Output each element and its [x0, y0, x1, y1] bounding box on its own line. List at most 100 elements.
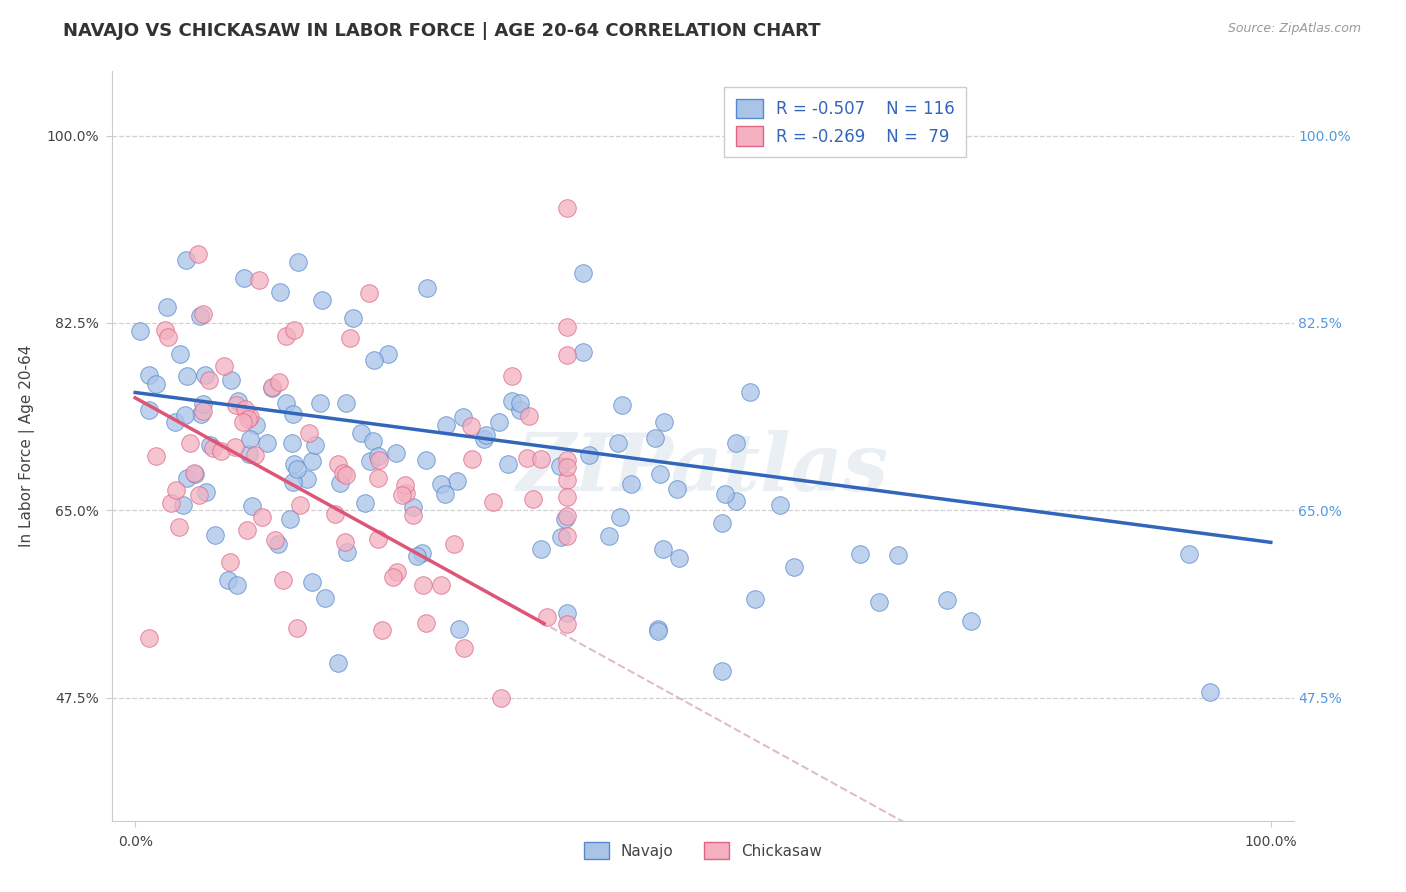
Point [370, 623, 392, 637]
Point [868, 595, 890, 609]
Point [245, 417, 267, 432]
Point [276, 328, 298, 343]
Point [172, 498, 194, 512]
Point [217, 573, 239, 587]
Point [276, 396, 298, 410]
Point [482, 495, 505, 509]
Point [198, 373, 221, 387]
Point [501, 393, 523, 408]
Point [304, 438, 326, 452]
Point [232, 415, 254, 429]
Point [267, 376, 290, 390]
Point [290, 499, 312, 513]
Point [412, 578, 434, 592]
Point [214, 359, 236, 373]
Point [402, 500, 425, 514]
Point [153, 323, 176, 337]
Point [314, 591, 336, 605]
Point [578, 448, 600, 462]
Point [260, 380, 283, 394]
Point [367, 533, 389, 547]
Point [461, 452, 484, 467]
Point [394, 477, 416, 491]
Point [138, 402, 160, 417]
Point [194, 368, 217, 382]
Point [377, 347, 399, 361]
Point [710, 516, 733, 531]
Point [329, 476, 352, 491]
Point [472, 432, 495, 446]
Point [536, 610, 558, 624]
Point [652, 541, 675, 556]
Point [333, 535, 356, 549]
Point [416, 281, 439, 295]
Point [555, 529, 578, 543]
Point [287, 254, 309, 268]
Point [429, 577, 451, 591]
Text: Source: ZipAtlas.com: Source: ZipAtlas.com [1227, 22, 1361, 36]
Point [167, 519, 190, 533]
Point [555, 459, 578, 474]
Point [219, 373, 242, 387]
Point [451, 409, 474, 424]
Point [654, 415, 676, 429]
Point [169, 347, 191, 361]
Point [610, 398, 633, 412]
Point [555, 453, 578, 467]
Point [368, 453, 391, 467]
Point [285, 621, 308, 635]
Y-axis label: In Labor Force | Age 20-64: In Labor Force | Age 20-64 [18, 345, 35, 547]
Point [225, 398, 247, 412]
Point [415, 615, 437, 630]
Point [554, 512, 576, 526]
Point [226, 577, 249, 591]
Point [724, 493, 747, 508]
Point [297, 425, 319, 440]
Text: NAVAJO VS CHICKASAW IN LABOR FORCE | AGE 20-64 CORRELATION CHART: NAVAJO VS CHICKASAW IN LABOR FORCE | AGE… [63, 22, 821, 40]
Point [238, 447, 260, 461]
Point [453, 641, 475, 656]
Point [367, 471, 389, 485]
Point [644, 431, 666, 445]
Point [350, 425, 373, 440]
Point [738, 384, 761, 399]
Point [250, 510, 273, 524]
Point [204, 528, 226, 542]
Point [200, 438, 222, 452]
Point [666, 482, 689, 496]
Point [363, 352, 385, 367]
Point [301, 574, 323, 589]
Point [391, 488, 413, 502]
Point [219, 555, 242, 569]
Point [138, 368, 160, 383]
Point [209, 444, 232, 458]
Point [381, 570, 404, 584]
Point [647, 623, 669, 637]
Point [280, 436, 302, 450]
Point [243, 448, 266, 462]
Point [436, 417, 458, 432]
Point [226, 393, 249, 408]
Point [446, 474, 468, 488]
Point [367, 450, 389, 464]
Point [336, 544, 359, 558]
Point [269, 285, 291, 299]
Point [429, 476, 451, 491]
Point [530, 451, 553, 466]
Point [555, 319, 578, 334]
Point [572, 344, 595, 359]
Point [297, 472, 319, 486]
Point [191, 307, 214, 321]
Point [326, 457, 349, 471]
Point [236, 412, 259, 426]
Point [572, 266, 595, 280]
Point [516, 450, 538, 465]
Point [145, 449, 167, 463]
Point [648, 467, 671, 482]
Point [555, 616, 578, 631]
Point [240, 500, 263, 514]
Point [359, 454, 381, 468]
Point [433, 487, 456, 501]
Point [474, 428, 496, 442]
Point [555, 490, 578, 504]
